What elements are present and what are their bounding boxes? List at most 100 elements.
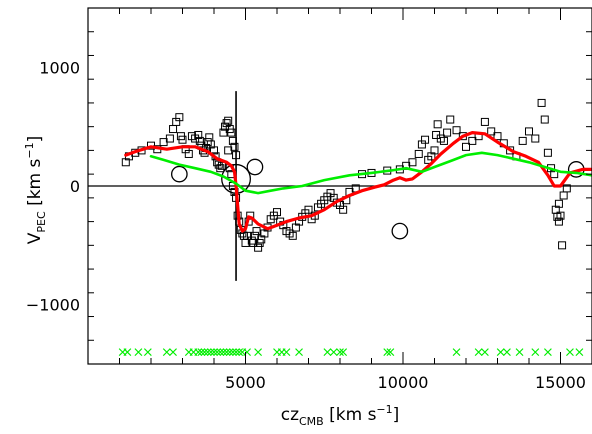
y-tick-label: 0 (70, 177, 80, 196)
square-point (446, 115, 455, 124)
green-x-mark (225, 348, 234, 357)
square-point (518, 136, 527, 145)
green-x-mark (383, 348, 392, 357)
square-point (462, 142, 470, 151)
square-point (452, 126, 461, 135)
green-x-mark (213, 348, 222, 357)
green-x-mark (295, 348, 303, 357)
circle-point (246, 158, 264, 176)
green-x-mark (243, 348, 251, 357)
y-axis-label-sub: PEC (35, 211, 48, 233)
green-x-mark (123, 348, 132, 357)
green-x-mark (282, 348, 291, 357)
y-axis-label-unit-close: ] (25, 136, 45, 143)
square-point (227, 128, 236, 137)
square-point (554, 217, 563, 226)
square-point (184, 149, 193, 158)
square-point (537, 98, 546, 107)
square-point (540, 115, 549, 124)
square-point (433, 120, 442, 129)
square-point (217, 161, 226, 170)
green-x-mark (323, 348, 332, 357)
green-x-mark (169, 348, 177, 357)
square-point (224, 116, 233, 125)
plot-content (88, 91, 592, 357)
green-x-mark (228, 348, 237, 357)
square-point (487, 127, 496, 136)
square-point (543, 148, 552, 157)
green-x-mark (543, 348, 552, 357)
square-point (194, 130, 203, 139)
green-x-mark (219, 348, 228, 357)
green-x-mark (134, 348, 143, 357)
x-tick-label: 10000 (378, 373, 429, 392)
green-x-mark (254, 348, 263, 357)
square-point (216, 164, 225, 173)
green-x-mark (386, 348, 395, 357)
green-x-mark (480, 348, 489, 357)
square-point (443, 128, 452, 137)
green-x-mark (235, 348, 244, 357)
green-x-mark (162, 348, 171, 357)
square-point (224, 146, 233, 155)
circle-point (391, 222, 409, 240)
square-point (178, 135, 187, 144)
square-point (468, 136, 477, 145)
y-tick-label: −1000 (26, 296, 80, 315)
square-point (288, 231, 297, 240)
square-point (562, 184, 571, 193)
green-x-mark (503, 348, 511, 357)
green-x-mark (575, 348, 584, 357)
square-point (273, 208, 281, 217)
green-x-mark (194, 348, 203, 357)
circle-point (171, 165, 188, 183)
square-point (228, 136, 237, 145)
square-point (195, 136, 204, 145)
x-tick-label: 15000 (535, 373, 586, 392)
x-axis-label-unit: [km s (324, 405, 377, 425)
y-axis-label-unit-sup: −1 (23, 142, 36, 158)
y-axis-label-main: V (25, 232, 45, 244)
square-point (254, 243, 263, 252)
square-point (531, 134, 540, 143)
square-point (210, 146, 218, 155)
green-x-mark (336, 348, 344, 357)
square-point (169, 125, 178, 134)
y-axis-label-unit: [km s (25, 158, 45, 211)
green-x-mark (329, 348, 338, 357)
green-x-mark (210, 348, 218, 357)
green-x-mark (206, 348, 215, 357)
square-point (232, 151, 241, 160)
green-x-mark (222, 348, 231, 357)
x-axis-label-sub: CMB (299, 415, 324, 428)
red-curve (124, 131, 592, 233)
green-x-mark (474, 348, 483, 357)
green-x-mark (203, 348, 212, 357)
square-point (558, 241, 567, 250)
green-x-mark (566, 348, 574, 357)
square-point (339, 205, 348, 214)
square-point (430, 146, 439, 155)
square-point (304, 205, 313, 214)
plot-area (88, 91, 592, 357)
square-point (175, 113, 184, 122)
green-x-mark (216, 348, 225, 357)
square-point (554, 199, 563, 208)
square-point (414, 149, 423, 158)
y-axis-label: VPEC [km s−1] (23, 136, 48, 244)
green-x-mark (232, 348, 240, 357)
square-point (252, 227, 261, 236)
x-axis-label-main: cz (281, 405, 299, 425)
square-point (480, 117, 489, 126)
square-point (493, 132, 502, 141)
square-point (165, 134, 174, 143)
x-axis-label-unit-sup: −1 (376, 403, 392, 416)
x-axis-label-unit-close: ] (393, 405, 400, 425)
green-x-mark (515, 348, 524, 357)
square-point (408, 158, 417, 167)
green-x-mark (143, 348, 152, 357)
green-x-mark (197, 348, 206, 357)
square-point (205, 133, 214, 142)
